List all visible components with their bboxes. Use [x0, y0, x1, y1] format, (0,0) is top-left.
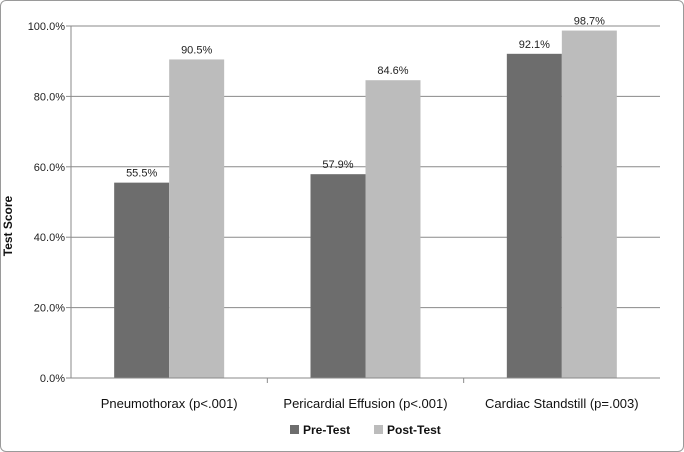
bar-pre-test [506, 53, 562, 379]
data-label: 55.5% [126, 168, 157, 180]
legend-label: Pre-Test [303, 423, 350, 437]
data-labels: 55.5% 90.5% 57.9% 84.6% 92.1% 98.7% [126, 16, 605, 180]
y-tick-label: 80.0% [34, 91, 65, 103]
bar-post-test [169, 59, 225, 378]
y-tick-label: 40.0% [34, 232, 65, 244]
y-tick-label: 0.0% [40, 373, 65, 385]
data-label: 98.7% [574, 16, 605, 28]
bar-pre-test [310, 174, 366, 378]
x-category-label: Cardiac Standstill (p=.003) [485, 396, 639, 411]
y-axis-label: Test Score [1, 195, 15, 256]
bar-post-test [561, 30, 617, 379]
y-axis-ticks: 0.0% 20.0% 40.0% 60.0% 80.0% 100.0% [28, 21, 71, 385]
bar-post-test [365, 80, 421, 378]
legend: Pre-Test Post-Test [290, 423, 441, 437]
legend-label: Post-Test [387, 423, 441, 437]
legend-swatch [374, 425, 383, 434]
data-label: 57.9% [322, 159, 353, 171]
legend-swatch [290, 425, 299, 434]
x-category-label: Pericardial Effusion (p<.001) [283, 396, 447, 411]
bar-pre-test [114, 182, 170, 378]
data-label: 90.5% [181, 44, 212, 56]
x-axis-categories: Pneumothorax (p<.001) Pericardial Effusio… [101, 378, 639, 411]
y-tick-label: 20.0% [34, 303, 65, 315]
data-label: 92.1% [519, 39, 550, 51]
data-label: 84.6% [377, 65, 408, 77]
bars [114, 30, 617, 379]
y-tick-label: 60.0% [34, 162, 65, 174]
y-tick-label: 100.0% [28, 21, 66, 33]
x-category-label: Pneumothorax (p<.001) [101, 396, 238, 411]
